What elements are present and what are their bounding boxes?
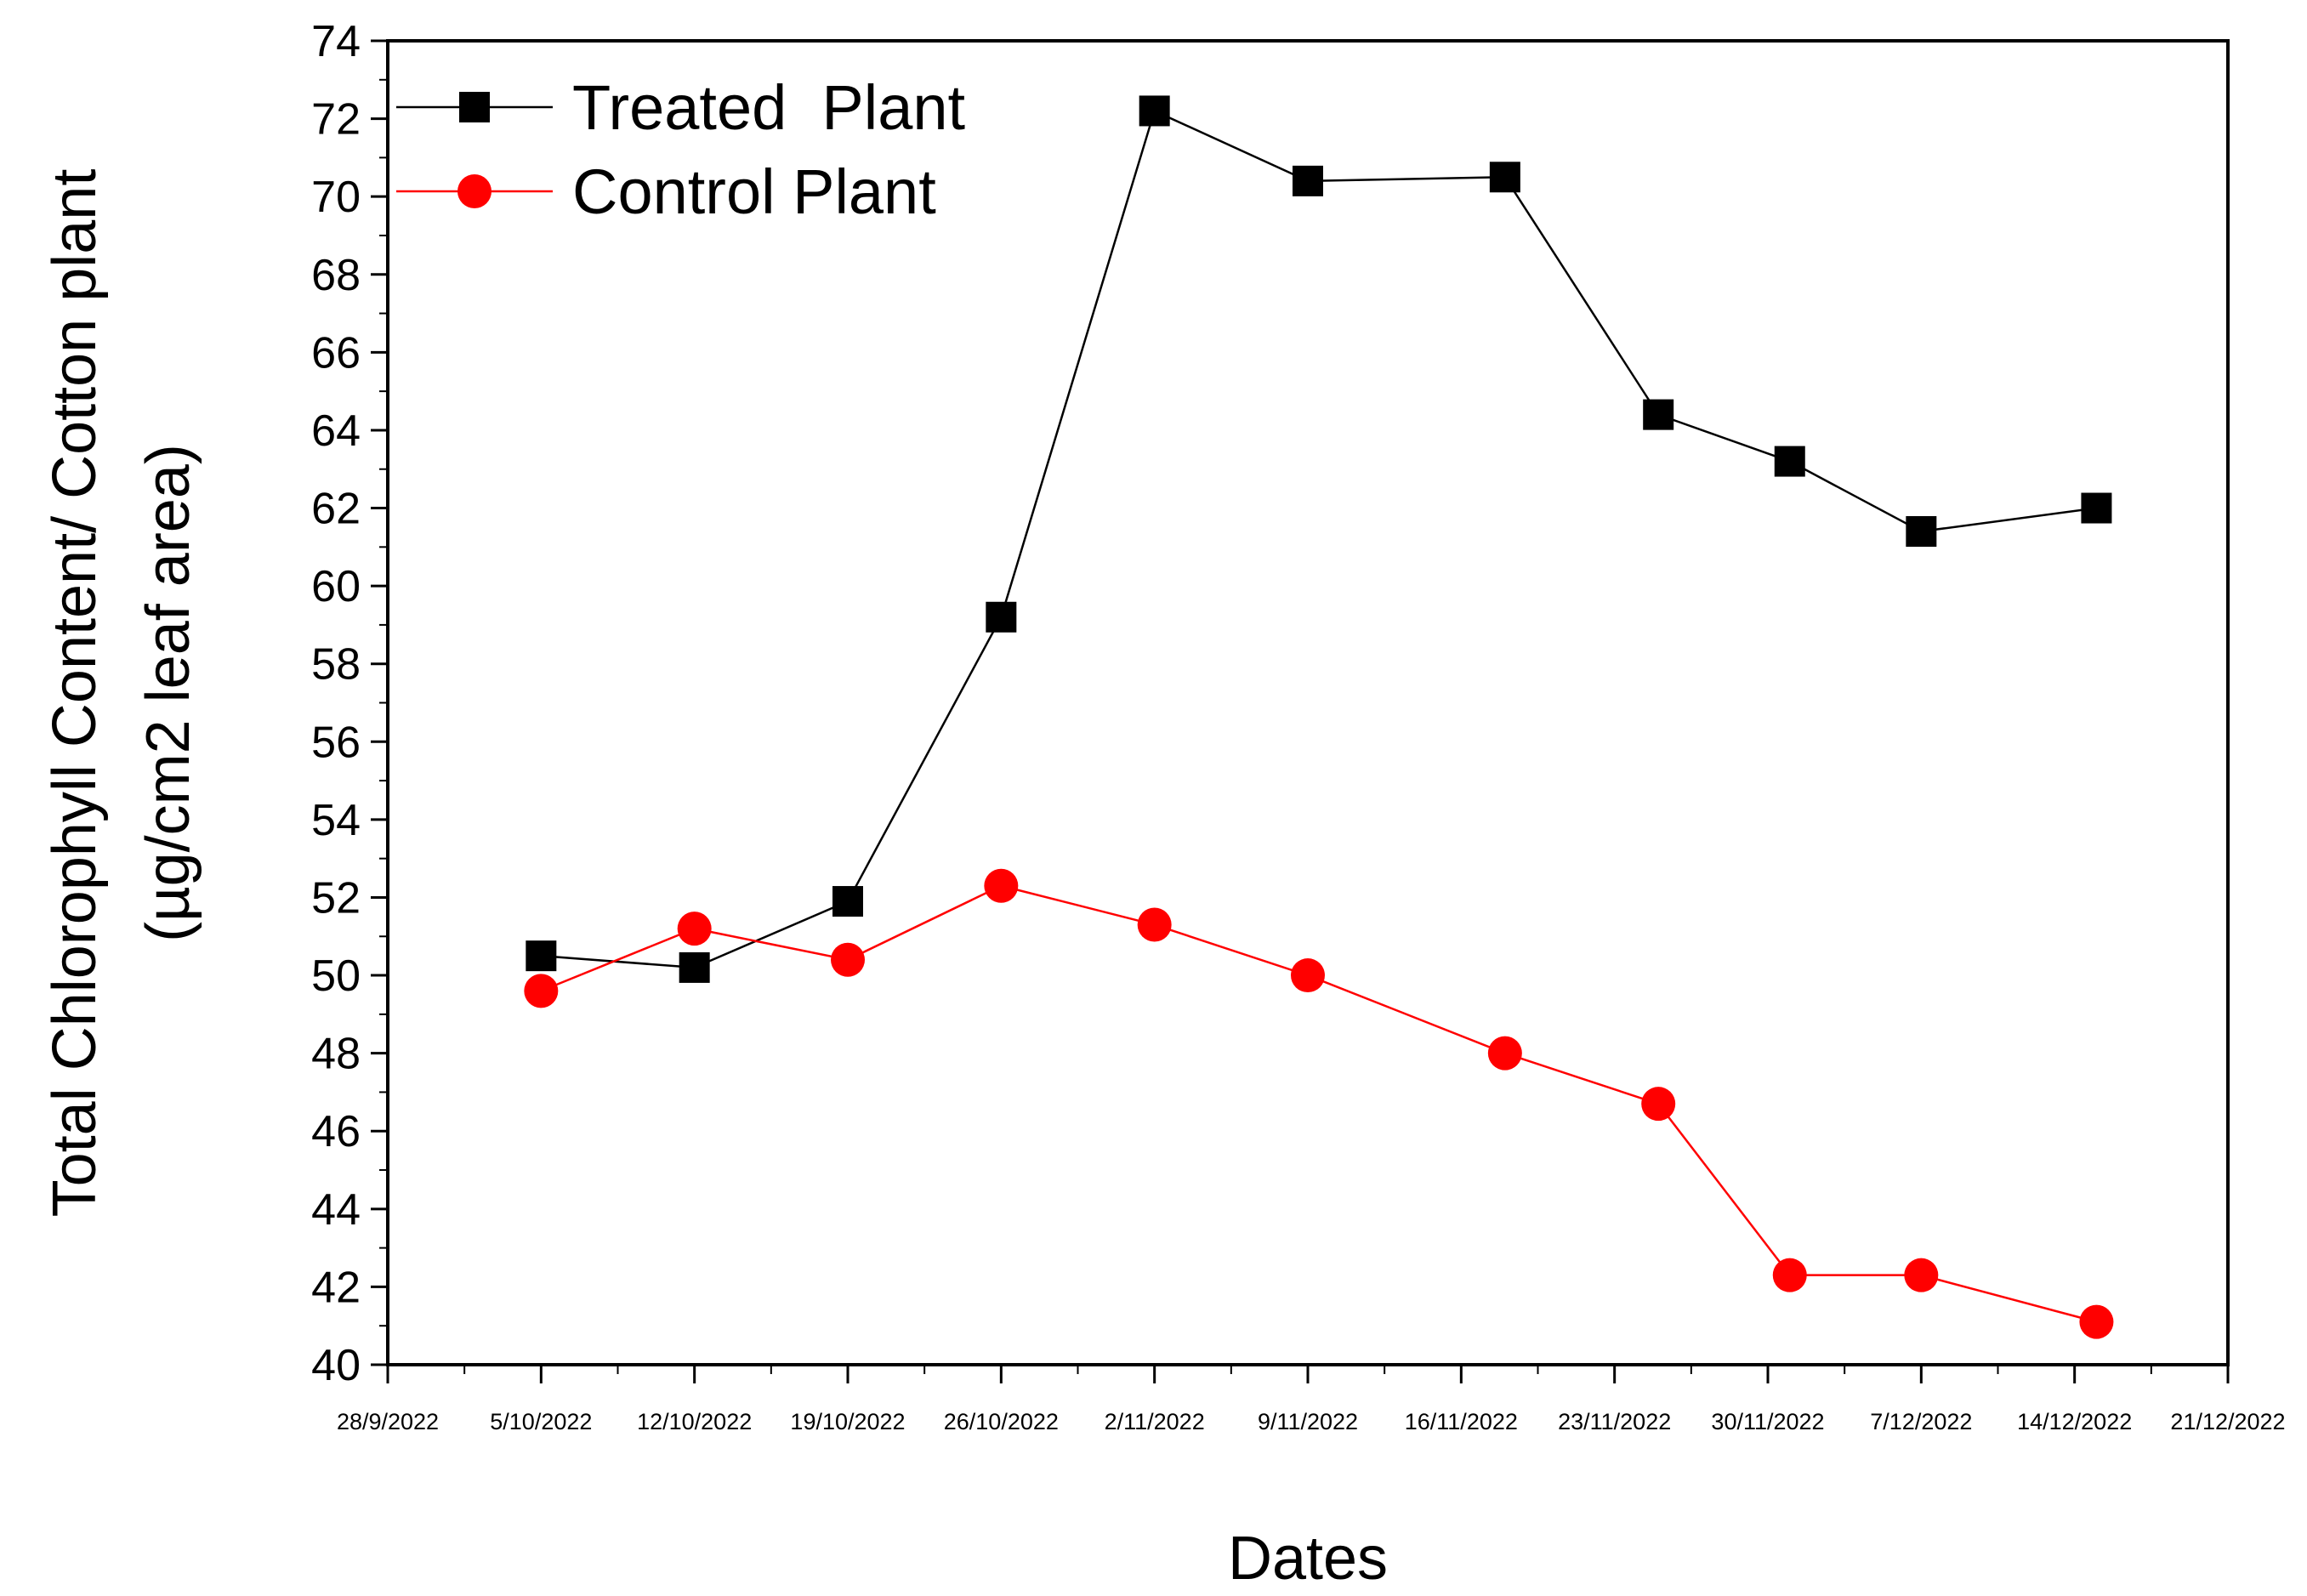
y-tick-label: 54 <box>311 796 361 845</box>
data-point-treated <box>986 601 1017 633</box>
x-tick-label: 30/11/2022 <box>1711 1409 1824 1434</box>
y-axis-title-line2: (µg/cm2 leaf area) <box>134 444 202 942</box>
data-point-treated <box>1489 162 1520 193</box>
legend-item-control[interactable]: Control Plant <box>396 156 936 227</box>
data-point-treated <box>1139 95 1170 127</box>
legend-control-label: Control Plant <box>572 156 936 227</box>
series-line-control <box>540 884 2097 1323</box>
x-tick-label: 23/11/2022 <box>1558 1409 1671 1434</box>
data-point-control <box>1487 1036 1522 1071</box>
legend[interactable]: Treated Plant Control Plant <box>396 72 966 227</box>
x-tick-label: 9/11/2022 <box>1258 1409 1358 1434</box>
legend-treated-label: Treated Plant <box>572 72 966 143</box>
x-tick-label: 19/10/2022 <box>790 1409 905 1434</box>
y-tick-label: 48 <box>311 1030 361 1079</box>
y-tick-label: 60 <box>311 562 361 611</box>
x-tick-label: 2/11/2022 <box>1105 1409 1205 1434</box>
y-tick-label: 62 <box>311 485 361 534</box>
x-tick-label: 14/12/2022 <box>2017 1409 2132 1434</box>
x-tick-label: 7/12/2022 <box>1870 1409 1972 1434</box>
x-tick-label: 28/9/2022 <box>337 1409 439 1434</box>
data-point-control <box>2079 1304 2114 1339</box>
y-tick-label: 58 <box>311 640 361 690</box>
data-point-treated <box>832 886 863 917</box>
y-tick-label: 66 <box>311 328 361 378</box>
data-point-control <box>1137 907 1172 942</box>
data-point-control <box>1772 1258 1807 1292</box>
y-tick-label: 72 <box>311 95 361 145</box>
x-tick-label: 26/10/2022 <box>944 1409 1059 1434</box>
plot-frame <box>386 39 2230 1366</box>
y-tick-label: 46 <box>311 1107 361 1156</box>
y-axis-title: Total Chlorophyll Content/ Cotton plant … <box>41 169 202 1218</box>
y-tick-label: 40 <box>311 1341 361 1390</box>
y-tick-label: 42 <box>311 1263 361 1312</box>
x-axis-title: Dates <box>1228 1525 1388 1593</box>
legend-control-marker <box>457 174 492 208</box>
y-axis-title-line1: Total Chlorophyll Content/ Cotton plant <box>41 169 109 1218</box>
x-tick-label: 5/10/2022 <box>490 1409 592 1434</box>
data-point-control <box>524 974 559 1008</box>
data-point-control <box>677 912 712 946</box>
data-point-treated <box>1643 399 1674 430</box>
series-layer <box>524 95 2114 1339</box>
series-line-treated <box>541 109 2097 969</box>
data-point-treated <box>2081 492 2112 524</box>
y-tick-label: 68 <box>311 251 361 300</box>
y-tick-label: 56 <box>311 718 361 767</box>
y-tick-label: 74 <box>311 17 361 66</box>
x-axis-tick-labels: 28/9/2022 5/10/2022 12/10/2022 19/10/2022 26… <box>337 1409 2286 1434</box>
x-tick-label: 21/12/2022 <box>2170 1409 2285 1434</box>
axis-ticks <box>371 39 2230 1383</box>
y-tick-label: 52 <box>311 873 361 923</box>
data-point-control <box>1904 1258 1939 1292</box>
y-tick-label: 70 <box>311 173 361 222</box>
data-point-control <box>831 942 865 977</box>
legend-treated-marker <box>459 92 490 122</box>
y-axis-tick-labels: 40 42 44 46 48 50 52 54 56 58 60 62 64 66 68 70 72 74 <box>311 17 361 1390</box>
legend-item-treated[interactable]: Treated Plant <box>396 72 966 143</box>
data-point-control <box>984 868 1019 903</box>
x-tick-label: 16/11/2022 <box>1405 1409 1518 1434</box>
data-point-control <box>1641 1087 1676 1122</box>
data-point-treated <box>1293 165 1323 196</box>
data-point-treated <box>1774 446 1805 477</box>
data-point-control <box>1291 958 1325 993</box>
y-tick-label: 64 <box>311 406 361 456</box>
x-tick-label: 12/10/2022 <box>637 1409 752 1434</box>
y-tick-label: 44 <box>311 1185 361 1235</box>
y-tick-label: 50 <box>311 951 361 1001</box>
data-point-treated <box>1906 516 1937 548</box>
data-point-treated <box>526 940 557 972</box>
data-point-treated <box>679 951 710 983</box>
